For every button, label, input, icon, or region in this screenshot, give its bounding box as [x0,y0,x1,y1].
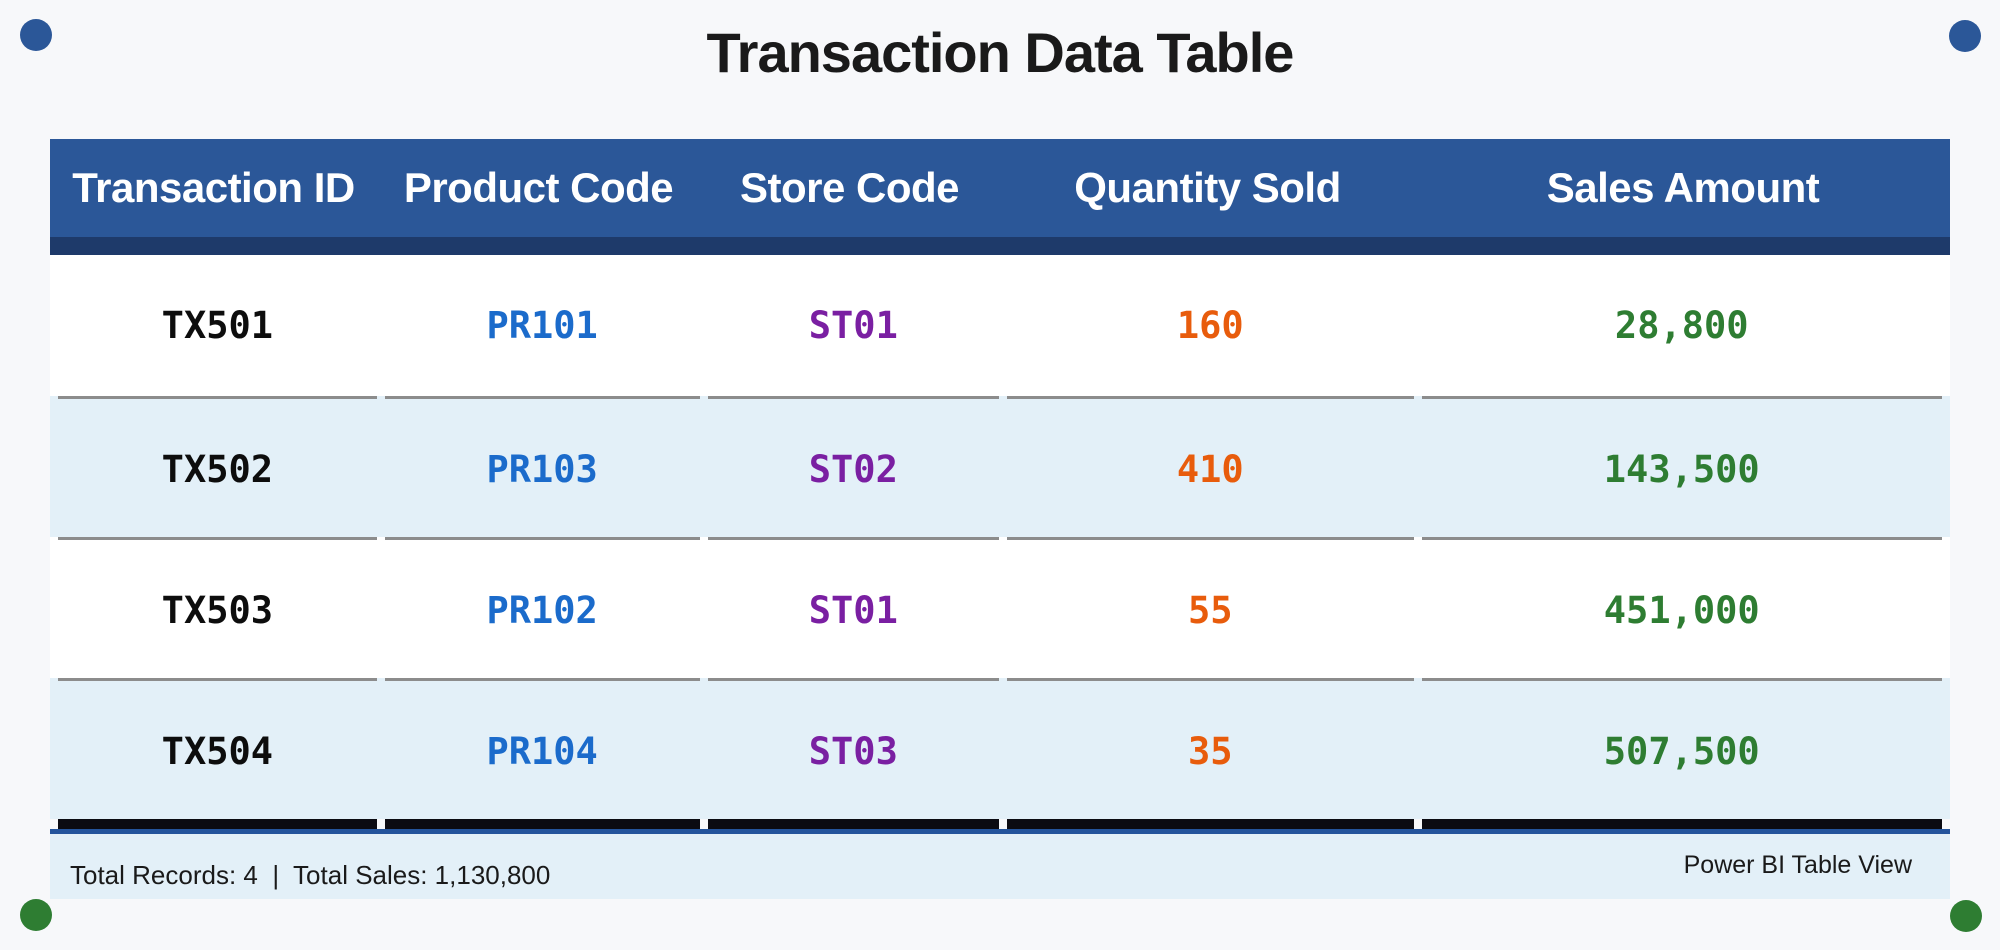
page-title: Transaction Data Table [706,21,1295,84]
table-footer: Total Records: 4 | Total Sales: 1,130,80… [50,834,1950,899]
cell-store-code: ST02 [707,396,1000,540]
cell-product-code: PR101 [486,304,598,347]
corner-dot-top-left-icon [20,19,52,51]
cell-sales-amount: 143,500 [1421,396,1943,540]
cell-quantity-sold: 35 [1007,678,1414,822]
corner-dot-bottom-left-icon [20,899,52,931]
column-header-sales-amount: Sales Amount [1546,164,1820,211]
cell-quantity-sold: 160 [1176,304,1244,347]
header-underline [50,237,1950,255]
column-header-store-code: Store Code [739,164,960,211]
cell-product-code: PR103 [384,396,700,540]
cell-quantity-sold: 55 [1007,537,1414,681]
bottom-bar-segment [58,819,377,829]
cell-transaction-id: TX504 [58,678,377,822]
cell-store-code: ST03 [707,678,1000,822]
corner-dot-top-right-icon [1949,20,1981,52]
table-row: TX503 PR102 ST01 55 451,000 [50,537,1950,678]
cell-sales-amount: 451,000 [1421,537,1943,681]
watermark-label: Power BI Table View [1683,851,1912,879]
cell-transaction-id: TX501 [161,304,274,347]
corner-dot-bottom-right-icon [1950,900,1982,932]
cell-store-code: ST01 [808,304,898,347]
bottom-bar-segment [384,819,700,829]
table-row: TX502 PR103 ST02 410 143,500 [50,396,1950,537]
cell-sales-amount: 28,800 [1614,304,1749,347]
column-header-quantity-sold: Quantity Sold [1074,164,1341,211]
totals-summary: Total Records: 4 | Total Sales: 1,130,80… [70,860,551,890]
cell-product-code: PR104 [384,678,700,822]
cell-store-code: ST01 [707,537,1000,681]
cell-transaction-id: TX503 [58,537,377,681]
cell-quantity-sold: 410 [1007,396,1414,540]
column-header-product-code: Product Code [403,164,674,211]
bottom-bar-segment [707,819,1000,829]
cell-transaction-id: TX502 [58,396,377,540]
column-header-transaction-id: Transaction ID [72,164,355,211]
bottom-bar-segment [1007,819,1414,829]
table-row: TX504 PR104 ST03 35 507,500 [50,678,1950,819]
bottom-bar-segment [1421,819,1943,829]
transaction-table: Transaction ID Product Code Store Code Q… [50,139,1950,899]
cell-product-code: PR102 [384,537,700,681]
table-bottom-bar [50,819,1950,829]
cell-sales-amount: 507,500 [1421,678,1943,822]
table-bottom-line [50,829,1950,834]
table-header-row: Transaction ID Product Code Store Code Q… [50,139,1950,237]
table-row: TX501 PR101 ST01 160 28,800 [50,255,1950,396]
